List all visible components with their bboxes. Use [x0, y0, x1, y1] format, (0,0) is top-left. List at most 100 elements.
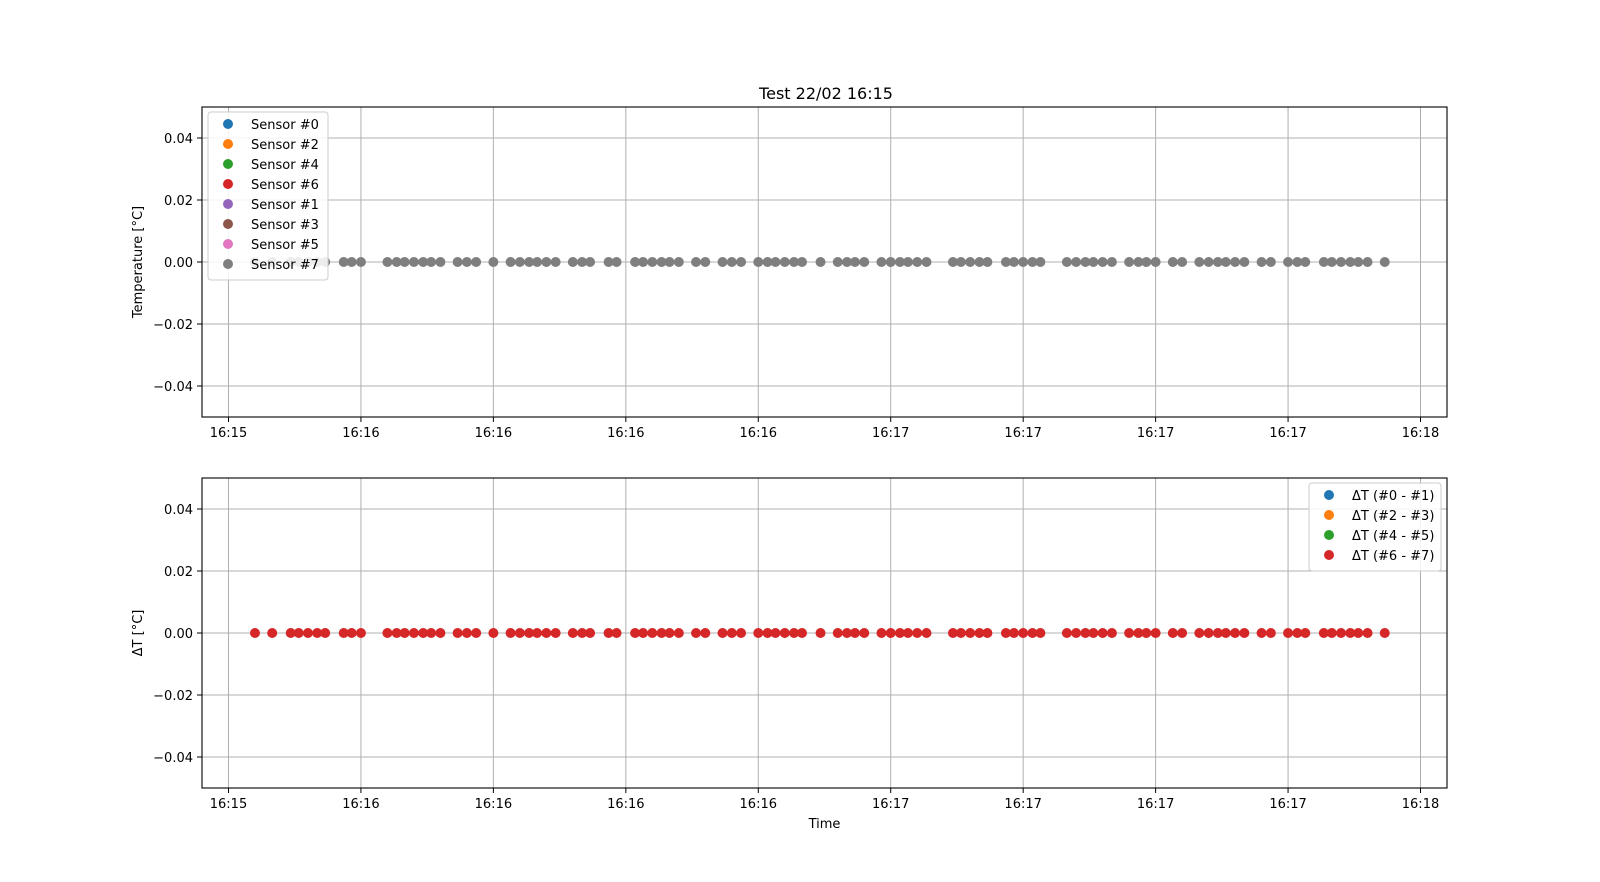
data-point: [1133, 257, 1144, 267]
data-point: [664, 257, 675, 267]
data-point: [1080, 257, 1091, 267]
data-point: [1150, 257, 1161, 267]
x-axis-label: Time: [808, 817, 841, 832]
data-point: [435, 628, 446, 638]
data-point: [355, 257, 366, 267]
data-point: [647, 257, 658, 267]
data-point: [1071, 257, 1082, 267]
data-point: [461, 257, 472, 267]
legend-label: ΔT (#6 - #7): [1352, 549, 1434, 564]
data-point: [630, 628, 641, 638]
data-point: [885, 257, 896, 267]
data-point: [1283, 257, 1294, 267]
data-point: [1345, 257, 1356, 267]
data-point: [1194, 257, 1205, 267]
data-point: [426, 257, 437, 267]
data-point: [293, 628, 304, 638]
data-point: [567, 628, 578, 638]
x-tick-label: 16:15: [210, 797, 247, 812]
data-point: [1353, 628, 1364, 638]
legend-marker: [1324, 530, 1334, 540]
data-point: [541, 257, 552, 267]
data-point: [832, 628, 843, 638]
y-tick-label: −0.02: [153, 689, 193, 704]
data-point: [1194, 628, 1205, 638]
data-point: [673, 257, 684, 267]
data-point: [815, 257, 826, 267]
data-point: [1256, 257, 1267, 267]
data-point: [1000, 257, 1011, 267]
data-point: [638, 628, 649, 638]
data-point: [338, 257, 349, 267]
data-point: [1230, 628, 1241, 638]
data-point: [1106, 628, 1117, 638]
data-point: [585, 257, 596, 267]
data-point: [312, 628, 323, 638]
data-point: [1008, 628, 1019, 638]
data-point: [1256, 628, 1267, 638]
data-point: [842, 628, 853, 638]
data-point: [894, 628, 905, 638]
data-point: [1061, 257, 1072, 267]
data-point: [1265, 628, 1276, 638]
data-point: [1124, 628, 1135, 638]
data-point: [753, 628, 764, 638]
data-point: [700, 628, 711, 638]
legend-label: ΔT (#2 - #3): [1352, 509, 1434, 524]
legend: ΔT (#0 - #1) ΔT (#2 - #3) ΔT (#4 - #5) ΔT (…: [1308, 482, 1442, 572]
data-point: [603, 628, 614, 638]
data-point: [461, 628, 472, 638]
delta-t-axes: 16:15 16:16 16:16 16:16 16:16 16:17 16:17 16:17…: [131, 477, 1448, 832]
data-point: [726, 257, 737, 267]
legend-label: Sensor #3: [251, 218, 319, 233]
data-point: [779, 257, 790, 267]
data-point: [796, 628, 807, 638]
data-point: [638, 257, 649, 267]
data-point: [770, 257, 781, 267]
data-point: [355, 628, 366, 638]
data-point: [982, 628, 993, 638]
data-point: [346, 628, 357, 638]
data-point: [1097, 628, 1108, 638]
data-point: [789, 257, 800, 267]
data-point: [921, 257, 932, 267]
temperature-axes: 16:15 16:16 16:16 16:16 16:16 16:17 16:17 16:17…: [131, 106, 1448, 441]
legend-marker: [1324, 550, 1334, 560]
data-point: [691, 628, 702, 638]
data-point: [408, 257, 419, 267]
data-point: [753, 257, 764, 267]
data-point: [1177, 257, 1188, 267]
data-point: [1000, 628, 1011, 638]
data-point: [505, 628, 516, 638]
legend-label: ΔT (#0 - #1): [1352, 489, 1434, 504]
data-point: [656, 257, 667, 267]
data-point: [691, 257, 702, 267]
y-tick-label: 0.00: [164, 256, 193, 271]
data-point: [859, 628, 870, 638]
data-point: [541, 628, 552, 638]
data-point: [1230, 257, 1241, 267]
y-tick-label: 0.00: [164, 627, 193, 642]
x-tick-label: 16:16: [342, 426, 379, 441]
data-point: [1203, 257, 1214, 267]
data-point: [391, 628, 402, 638]
data-point: [532, 628, 543, 638]
data-point: [1141, 257, 1152, 267]
data-point: [762, 257, 773, 267]
data-point: [796, 257, 807, 267]
data-point: [1106, 257, 1117, 267]
data-point: [1008, 257, 1019, 267]
data-point: [1150, 628, 1161, 638]
data-point: [1167, 257, 1178, 267]
legend-label: Sensor #0: [251, 118, 319, 133]
data-point: [859, 257, 870, 267]
data-point: [514, 257, 525, 267]
legend-label: Sensor #6: [251, 178, 319, 193]
data-point: [603, 257, 614, 267]
data-point: [789, 628, 800, 638]
data-point: [524, 257, 535, 267]
data-point: [550, 628, 561, 638]
data-point: [426, 628, 437, 638]
x-tick-label: 16:16: [342, 797, 379, 812]
data-point: [320, 628, 331, 638]
